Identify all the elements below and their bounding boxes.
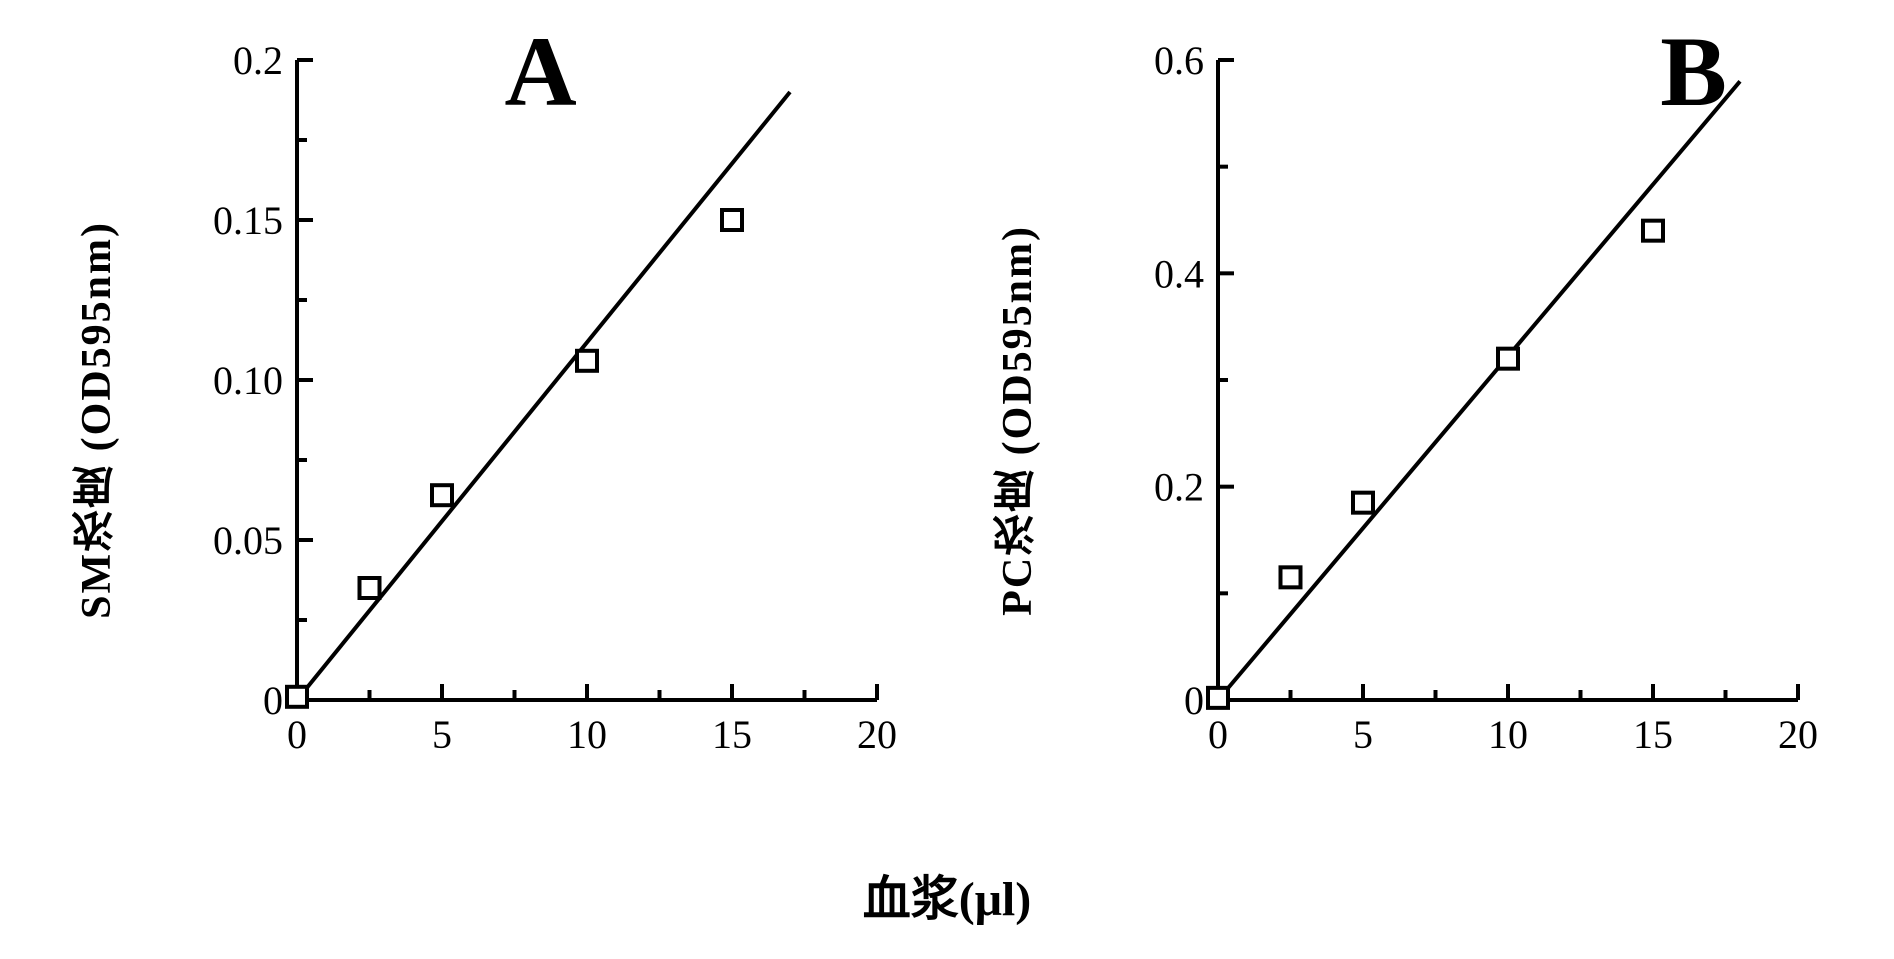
panel-B-ylabel: PC浓度 (OD595nm) bbox=[987, 225, 1048, 616]
svg-text:20: 20 bbox=[1778, 712, 1818, 757]
panels-row: SM浓度 (OD595nm) 0 5 10 15 20 0 0.05 0.10 0.15 0.2 A… bbox=[0, 20, 1894, 820]
svg-text:0.2: 0.2 bbox=[1154, 465, 1204, 510]
svg-text:0: 0 bbox=[1184, 678, 1204, 723]
svg-text:0: 0 bbox=[287, 712, 307, 757]
svg-text:0.4: 0.4 bbox=[1154, 251, 1204, 296]
svg-text:0.6: 0.6 bbox=[1154, 38, 1204, 83]
svg-text:5: 5 bbox=[432, 712, 452, 757]
panel-A-ylabel: SM浓度 (OD595nm) bbox=[66, 221, 127, 619]
svg-text:0.15: 0.15 bbox=[213, 198, 283, 243]
panel-A-wrap: SM浓度 (OD595nm) 0 5 10 15 20 0 0.05 0.10 0.15 0.2 A bbox=[66, 20, 907, 820]
svg-text:10: 10 bbox=[567, 712, 607, 757]
svg-text:15: 15 bbox=[712, 712, 752, 757]
svg-text:0.10: 0.10 bbox=[213, 358, 283, 403]
svg-text:5: 5 bbox=[1353, 712, 1373, 757]
svg-text:B: B bbox=[1660, 30, 1727, 127]
figure-root: SM浓度 (OD595nm) 0 5 10 15 20 0 0.05 0.10 0.15 0.2 A… bbox=[0, 0, 1894, 959]
svg-text:0: 0 bbox=[1208, 712, 1228, 757]
svg-text:0.2: 0.2 bbox=[233, 38, 283, 83]
svg-text:20: 20 bbox=[857, 712, 897, 757]
panel-A-plot: 0 5 10 15 20 0 0.05 0.10 0.15 0.2 A bbox=[147, 30, 907, 810]
svg-text:15: 15 bbox=[1633, 712, 1673, 757]
panel-A-svg: 0 5 10 15 20 0 0.05 0.10 0.15 0.2 A bbox=[147, 30, 907, 810]
svg-text:A: A bbox=[504, 30, 576, 127]
svg-text:10: 10 bbox=[1488, 712, 1528, 757]
panel-B-plot: 0 5 10 15 20 0 0.2 0.4 0.6 B bbox=[1068, 30, 1828, 810]
svg-text:0.05: 0.05 bbox=[213, 518, 283, 563]
panel-B-svg: 0 5 10 15 20 0 0.2 0.4 0.6 B bbox=[1068, 30, 1828, 810]
svg-text:0: 0 bbox=[263, 678, 283, 723]
panel-B-wrap: PC浓度 (OD595nm) 0 5 10 15 20 0 0.2 0.4 0.6 B bbox=[987, 20, 1828, 820]
xaxis-label: 血浆(μl) bbox=[0, 859, 1894, 929]
